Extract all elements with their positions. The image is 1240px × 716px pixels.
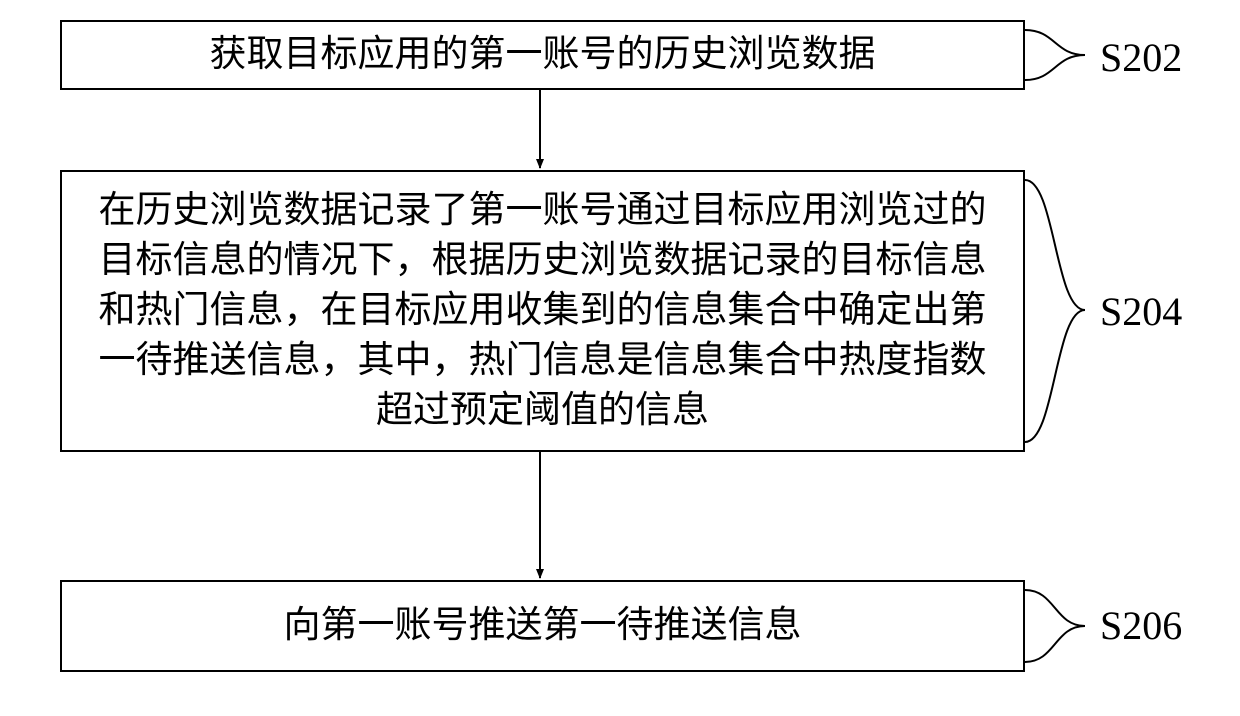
flowchart-arrows (0, 0, 1240, 716)
flowchart-canvas: 获取目标应用的第一账号的历史浏览数据 在历史浏览数据记录了第一账号通过目标应用浏… (0, 0, 1240, 716)
